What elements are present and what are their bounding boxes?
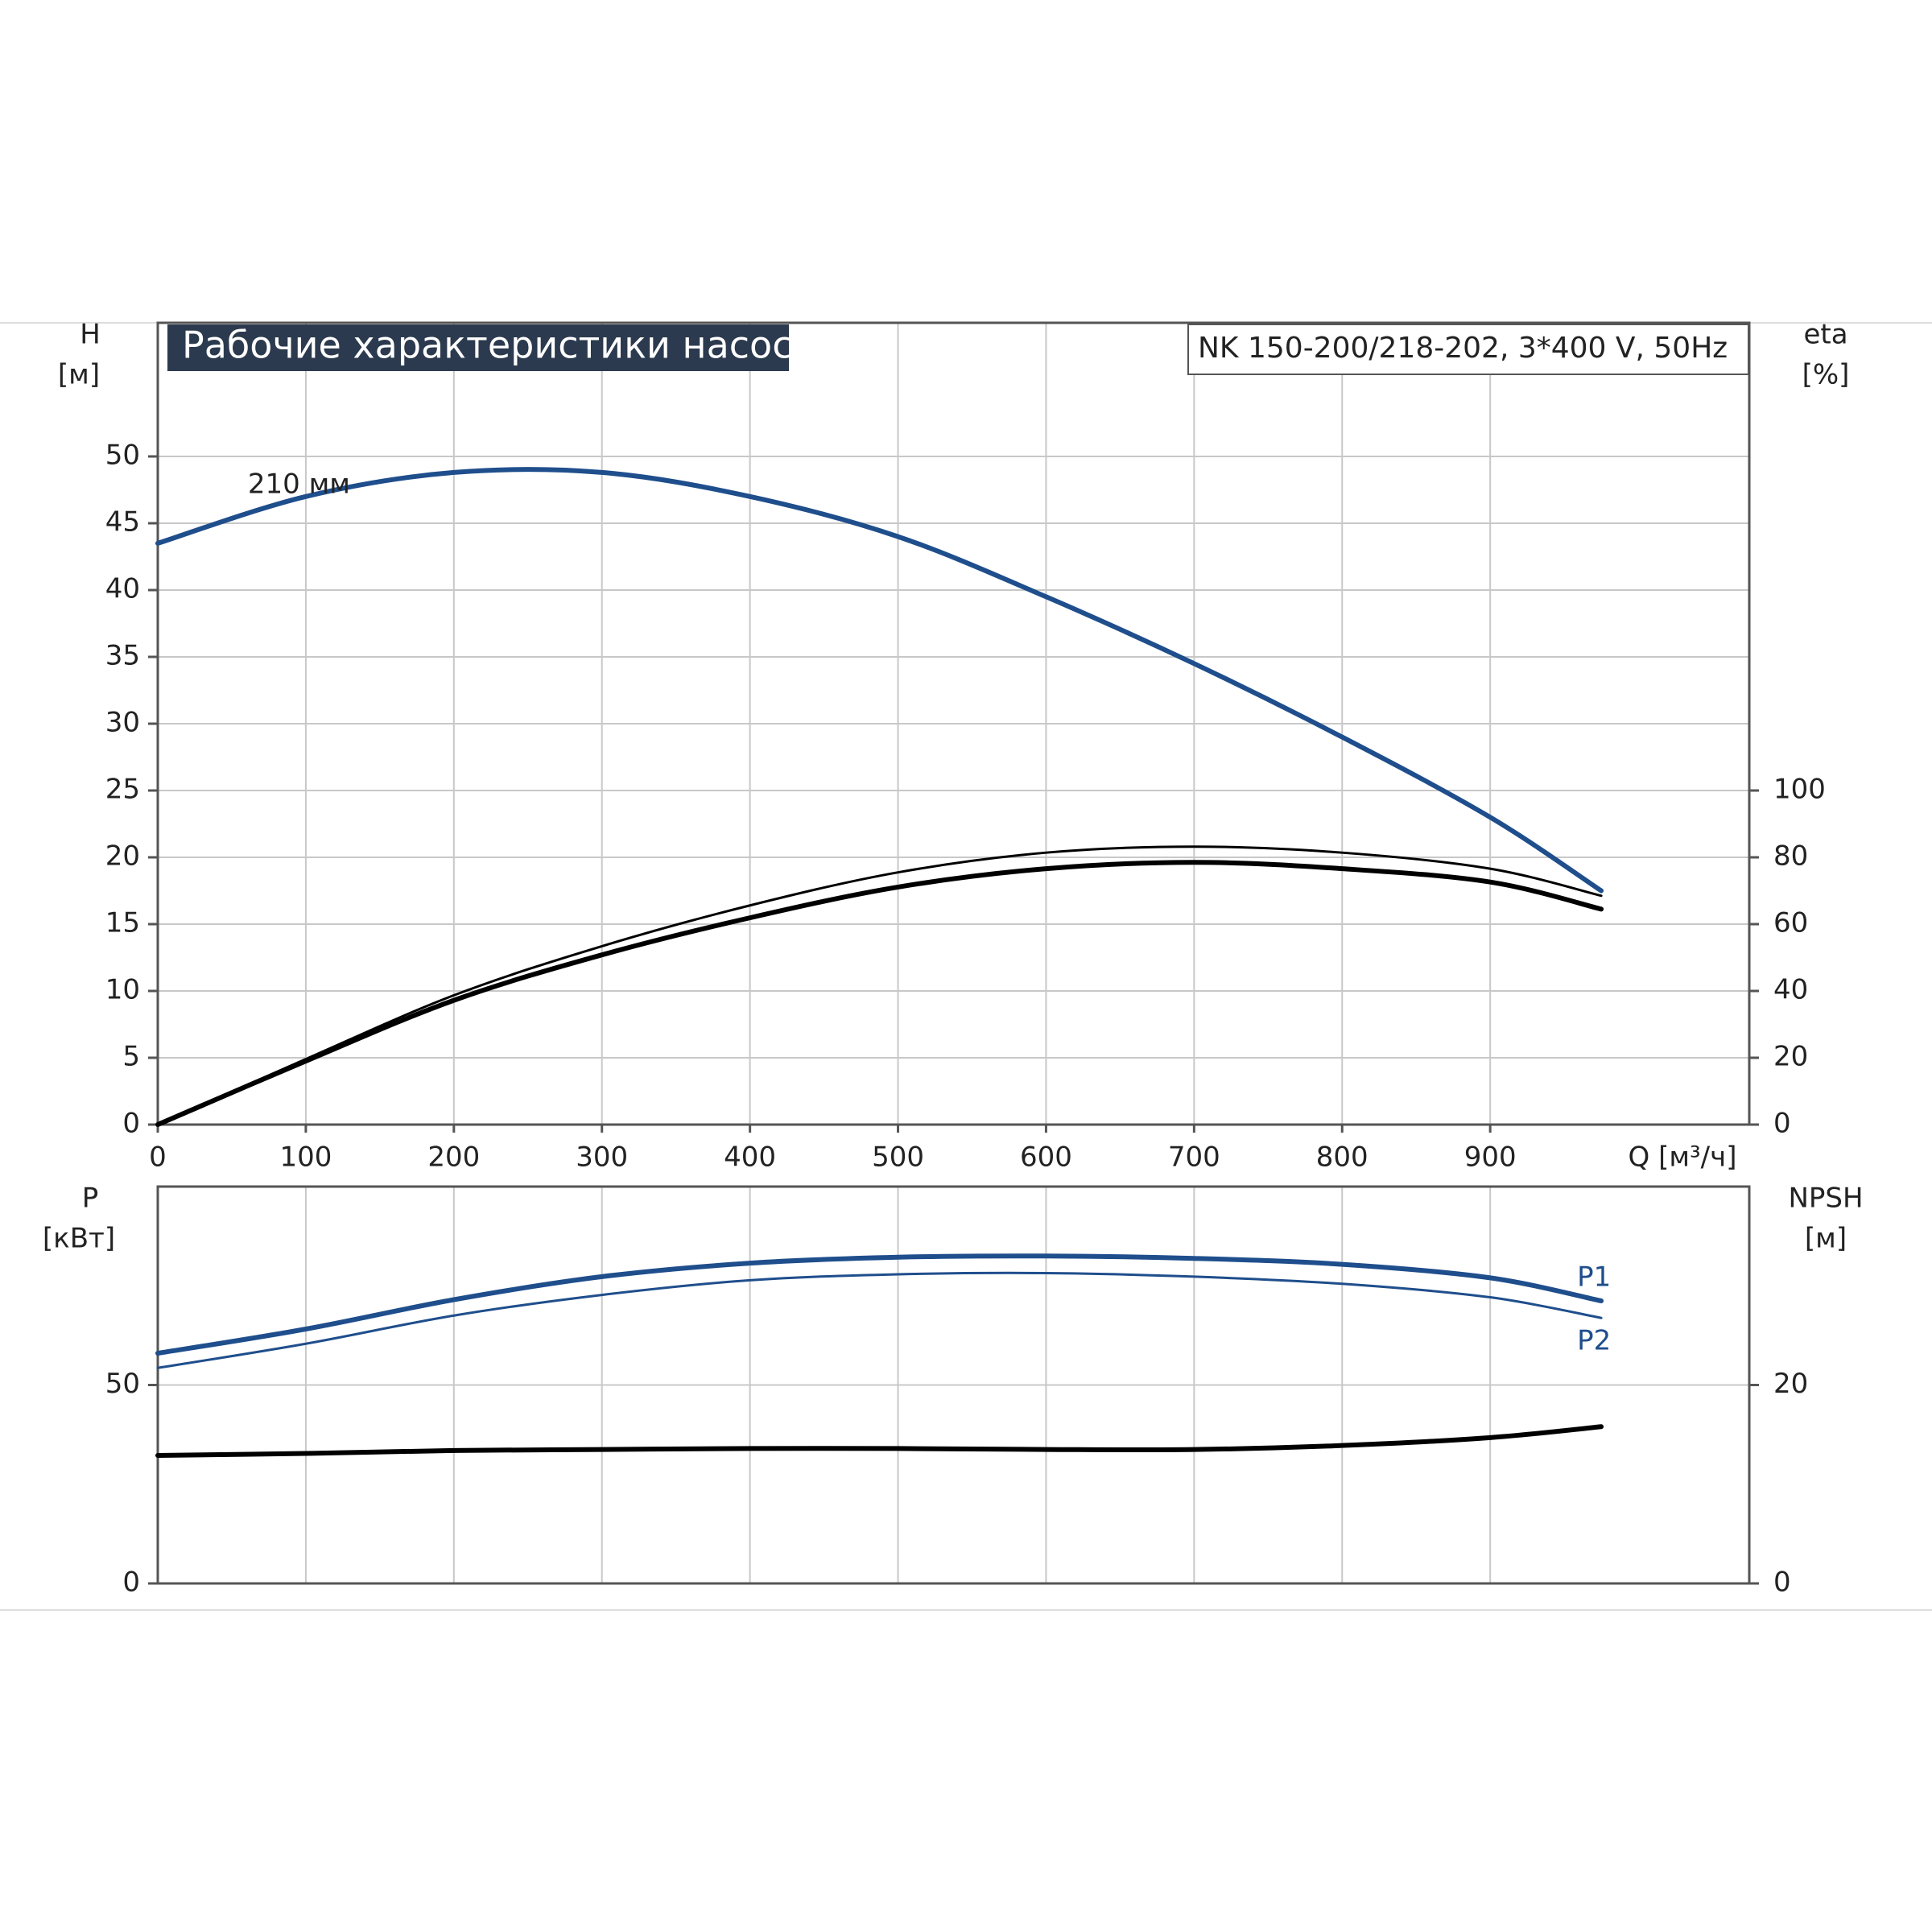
y2-axis-label: NPSH	[1788, 1183, 1863, 1215]
y-tick-label: 5	[122, 1041, 140, 1073]
x-tick-label: 200	[427, 1141, 480, 1174]
y-tick-label: 0	[122, 1567, 140, 1599]
y2-tick-label: 0	[1773, 1108, 1791, 1140]
y2-tick-label: 20	[1773, 1041, 1808, 1073]
y-axis-label: P	[82, 1183, 99, 1215]
x-tick-label: 900	[1464, 1141, 1517, 1174]
y-tick-label: 15	[105, 907, 140, 939]
y-axis-unit: [кВт]	[43, 1223, 115, 1255]
y-tick-label: 45	[105, 506, 140, 539]
y2-tick-label: 40	[1773, 974, 1808, 1006]
y-axis-unit: [м]	[58, 359, 100, 391]
y-tick-label: 10	[105, 974, 140, 1006]
series-label: P2	[1577, 1325, 1611, 1357]
series-line	[155, 1424, 1604, 1459]
series-line	[156, 1271, 1603, 1369]
y-tick-label: 30	[105, 707, 140, 739]
title-box	[167, 324, 789, 371]
series-line	[155, 1253, 1604, 1356]
subtitle-box	[1187, 324, 1749, 375]
x-tick-label: 100	[279, 1141, 332, 1174]
x-tick-label: 800	[1316, 1141, 1368, 1174]
curve-annotation: 210 мм	[248, 468, 350, 500]
x-tick-label: 0	[149, 1141, 167, 1174]
y2-tick-label: 20	[1773, 1368, 1808, 1400]
y-tick-label: 50	[105, 1368, 140, 1400]
series-label: P1	[1577, 1261, 1611, 1293]
y-tick-label: 20	[105, 840, 140, 873]
y-tick-label: 35	[105, 640, 140, 672]
y2-tick-label: 60	[1773, 907, 1808, 939]
chart-title: Рабочие характеристики насоса	[182, 324, 815, 367]
y2-tick-label: 80	[1773, 840, 1808, 873]
series-line	[155, 467, 1604, 894]
y2-axis-label: eta	[1803, 319, 1847, 351]
series-line	[155, 860, 1604, 1127]
x-tick-label: 300	[576, 1141, 628, 1174]
y2-tick-label: 100	[1773, 774, 1826, 806]
y2-tick-label: 0	[1773, 1567, 1791, 1599]
y-tick-label: 25	[105, 774, 140, 806]
y-tick-label: 50	[105, 440, 140, 472]
y-axis-label: H	[80, 319, 101, 351]
y-tick-label: 40	[105, 573, 140, 605]
x-tick-label: 700	[1168, 1141, 1220, 1174]
series-line	[156, 845, 1603, 1126]
y2-axis-unit: [м]	[1805, 1223, 1847, 1255]
chart-subtitle: NK 150-200/218-202, 3*400 V, 50Hz	[1198, 332, 1728, 365]
x-tick-label: 600	[1020, 1141, 1072, 1174]
x-tick-label: 500	[872, 1141, 924, 1174]
y2-axis-unit: [%]	[1802, 359, 1850, 391]
x-axis-label: Q [м³/ч]	[1629, 1141, 1737, 1174]
y-tick-label: 0	[122, 1108, 140, 1140]
x-tick-label: 400	[724, 1141, 776, 1174]
